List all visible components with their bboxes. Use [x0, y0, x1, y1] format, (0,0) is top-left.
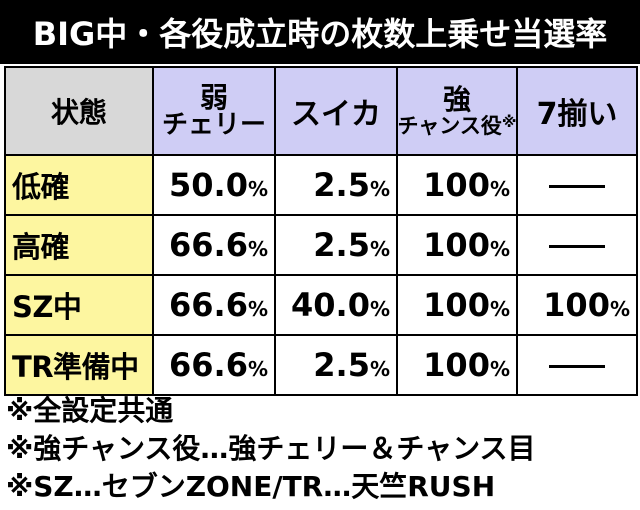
percent-sign: %	[489, 237, 510, 261]
percent-sign: %	[247, 357, 268, 381]
table-row: 高確 66.6% 2.5% 100%	[4, 214, 638, 276]
cell-weak-cherry: 50.0%	[152, 154, 276, 216]
rate-value: 2.5	[313, 346, 370, 384]
header-strong-chance: 強 チャンス役※	[396, 66, 518, 156]
percent-sign: %	[247, 237, 268, 261]
rate-value: 2.5	[313, 166, 370, 204]
rate-value: 50.0	[169, 166, 248, 204]
footnotes: ※全設定共通 ※強チャンス役…強チェリー＆チャンス目 ※SZ…セブンZONE/TR……	[6, 392, 634, 506]
percent-sign: %	[489, 297, 510, 321]
header-strong-chance-top: 強	[442, 83, 471, 117]
header-weak-cherry: 弱 チェリー	[152, 66, 276, 156]
percent-sign: %	[247, 297, 268, 321]
percent-sign: %	[369, 357, 390, 381]
cell-not-applicable	[516, 334, 638, 396]
page-title: BIG中・各役成立時の枚数上乗せ当選率	[0, 0, 640, 64]
cell-not-applicable	[516, 154, 638, 216]
cell-suika: 2.5%	[274, 334, 398, 396]
percent-sign: %	[489, 357, 510, 381]
rate-value: 66.6	[169, 286, 248, 324]
footnote-line: ※強チャンス役…強チェリー＆チャンス目	[6, 432, 536, 465]
rate-value: 66.6	[169, 346, 248, 384]
rate-value: 66.6	[169, 226, 248, 264]
title-text: BIG中・各役成立時の枚数上乗せ当選率	[32, 15, 608, 53]
rate-value: 40.0	[291, 286, 370, 324]
cell-suika: 40.0%	[274, 274, 398, 336]
dash-mark	[549, 364, 605, 368]
cell-strong-chance: 100%	[396, 274, 518, 336]
cell-strong-chance: 100%	[396, 334, 518, 396]
cell-suika: 2.5%	[274, 154, 398, 216]
percent-sign: %	[609, 297, 630, 321]
header-strong-chance-bottom: チャンス役※	[397, 112, 517, 138]
percent-sign: %	[369, 297, 390, 321]
cell-strong-chance: 100%	[396, 154, 518, 216]
rate-value: 100	[423, 286, 490, 324]
header-weak-cherry-top: 弱	[199, 80, 228, 114]
header-seven-align: 7揃い	[516, 66, 638, 156]
percent-sign: %	[369, 237, 390, 261]
footnote-line: ※全設定共通	[6, 394, 174, 427]
table-row: 低確 50.0% 2.5% 100%	[4, 154, 638, 216]
row-state-label: 低確	[4, 154, 154, 216]
table-row: SZ中 66.6% 40.0% 100% 100%	[4, 274, 638, 336]
cell-not-applicable	[516, 214, 638, 276]
header-state: 状態	[4, 66, 154, 156]
cell-weak-cherry: 66.6%	[152, 274, 276, 336]
cell-weak-cherry: 66.6%	[152, 214, 276, 276]
rate-value: 2.5	[313, 226, 370, 264]
rate-value: 100	[423, 226, 490, 264]
table-row: TR準備中 66.6% 2.5% 100%	[4, 334, 638, 396]
footnote-line: ※SZ…セブンZONE/TR…天竺RUSH	[6, 470, 496, 503]
rate-value: 100	[423, 166, 490, 204]
row-state-label: 高確	[4, 214, 154, 276]
table-body: 低確 50.0% 2.5% 100% 高確 66.6% 2.5% 100% SZ中 66.6% 40…	[4, 154, 638, 396]
cell-suika: 2.5%	[274, 214, 398, 276]
dash-mark	[549, 244, 605, 248]
row-state-label: TR準備中	[4, 334, 154, 396]
cell-seven-align: 100%	[516, 274, 638, 336]
table-header-row: 状態 弱 チェリー スイカ 強 チャンス役※ 7揃い	[4, 66, 638, 156]
cell-strong-chance: 100%	[396, 214, 518, 276]
row-state-label: SZ中	[4, 274, 154, 336]
percent-sign: %	[247, 177, 268, 201]
percent-sign: %	[369, 177, 390, 201]
rate-table: 状態 弱 チェリー スイカ 強 チャンス役※ 7揃い 低確 50.0% 2.5% 10…	[4, 66, 638, 396]
dash-mark	[549, 184, 605, 188]
rate-value: 100	[423, 346, 490, 384]
rate-value: 100	[543, 286, 610, 324]
note-mark: ※	[501, 112, 517, 131]
percent-sign: %	[489, 177, 510, 201]
header-weak-cherry-bottom: チェリー	[161, 110, 266, 141]
cell-weak-cherry: 66.6%	[152, 334, 276, 396]
header-suika: スイカ	[274, 66, 398, 156]
